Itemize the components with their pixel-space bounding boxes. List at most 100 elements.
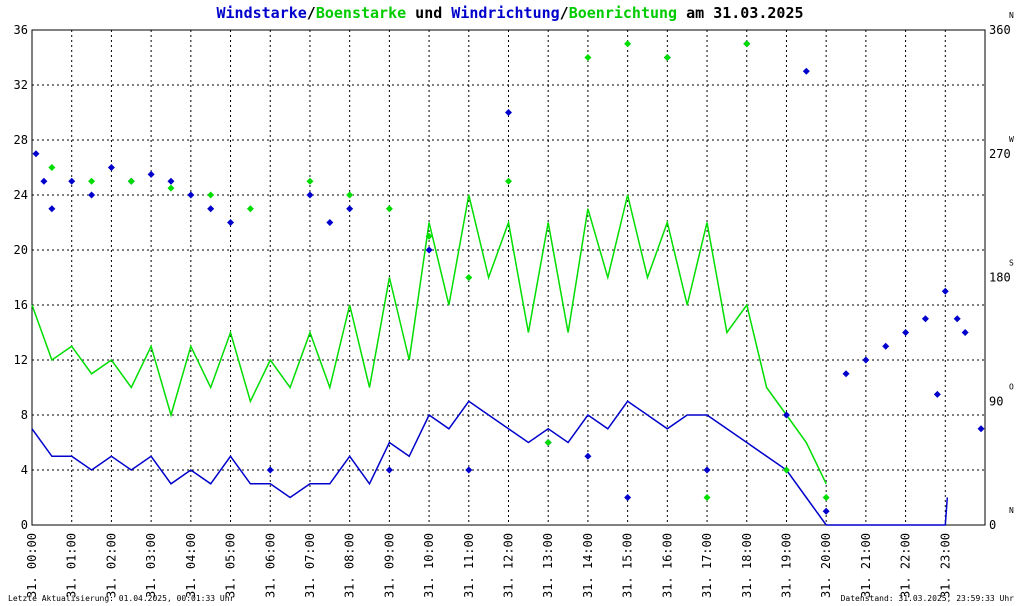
series-point-boenrichtung	[306, 177, 314, 185]
compass-label: W	[1009, 135, 1014, 144]
series-point-boenrichtung	[822, 494, 830, 501]
series-point-windrichtung	[953, 315, 961, 323]
series-point-boenrichtung	[703, 494, 711, 501]
series-point-boenrichtung	[48, 164, 56, 171]
x-tick-label: 31. 22:00	[899, 533, 913, 598]
x-tick-label: 31. 14:00	[581, 533, 595, 598]
series-point-windrichtung	[147, 170, 155, 178]
title-part-0: Windstarke	[216, 4, 306, 22]
compass-label: N	[1009, 11, 1014, 20]
x-axis: 31. 00:00 31. 01:00 31. 02:00 31. 03:00 31. …	[25, 533, 952, 598]
series-point-windrichtung	[207, 205, 215, 213]
series-point-boenrichtung	[385, 205, 393, 213]
series-point-boenrichtung	[127, 177, 135, 185]
x-tick-label: 31. 06:00	[263, 533, 277, 598]
series-point-boenrichtung	[167, 184, 175, 192]
compass-label: S	[1009, 259, 1014, 268]
title-part-4: Windrichtung	[451, 4, 559, 22]
series-point-windrichtung	[505, 109, 512, 116]
series-point-boenrichtung	[465, 274, 473, 281]
series-point-windrichtung	[822, 507, 830, 515]
series-point-windrichtung	[187, 191, 195, 199]
series-point-windrichtung	[425, 246, 433, 254]
x-tick-label: 31. 23:00	[938, 533, 952, 598]
x-tick-label: 31. 15:00	[621, 533, 635, 598]
series-point-boenrichtung	[544, 439, 552, 446]
series-point-windrichtung	[88, 191, 96, 199]
title-part-2: Boenstarke	[316, 4, 406, 22]
footer-left: Letzte Aktualisierung: 01.04.2025, 00:01…	[8, 594, 235, 603]
title-part-3: und	[406, 4, 451, 22]
x-tick-label: 31. 02:00	[104, 533, 118, 598]
x-tick-label: 31. 21:00	[859, 533, 873, 598]
x-tick-label: 31. 20:00	[819, 533, 833, 598]
series-point-windrichtung	[977, 425, 985, 433]
y-left-tick-label: 8	[21, 408, 28, 422]
series-point-windrichtung	[107, 164, 115, 171]
y-right-tick-label: 180	[989, 271, 1011, 285]
x-tick-label: 31. 17:00	[700, 533, 714, 598]
series-point-boenrichtung	[207, 191, 215, 199]
series-line-windstarke	[31, 400, 949, 526]
series-point-windrichtung	[385, 466, 393, 474]
series-point-windrichtung	[782, 411, 790, 419]
series-point-windrichtung	[921, 315, 929, 323]
x-tick-label: 31. 19:00	[779, 533, 793, 598]
title-part-7: am 31.03.2025	[677, 4, 803, 22]
x-tick-label: 31. 16:00	[660, 533, 674, 598]
series-point-windrichtung	[862, 356, 870, 364]
series-point-boenrichtung	[743, 40, 751, 48]
series-point-boenrichtung	[663, 54, 671, 61]
compass-label: O	[1009, 382, 1014, 391]
title-part-6: Boenrichtung	[569, 4, 677, 22]
x-tick-label: 31. 05:00	[224, 533, 238, 598]
series-point-boenrichtung	[246, 205, 254, 213]
series-point-windrichtung	[703, 466, 711, 474]
x-tick-label: 31. 13:00	[541, 533, 555, 598]
x-tick-label: 31. 11:00	[462, 533, 476, 598]
x-tick-label: 31. 07:00	[303, 533, 317, 598]
series-point-windrichtung	[933, 390, 941, 398]
y-right-tick-label: 270	[989, 147, 1011, 161]
series-point-windrichtung	[802, 67, 810, 75]
y-left-tick-label: 12	[14, 353, 28, 367]
series-point-windrichtung	[882, 342, 890, 350]
series-point-windrichtung	[842, 370, 850, 378]
y-left-tick-label: 0	[21, 518, 28, 532]
y-axis-left: 0 4 8 12 16 20 24 28 32 36	[14, 23, 28, 532]
series-point-windrichtung	[961, 329, 969, 336]
series-point-windrichtung	[346, 205, 354, 213]
x-tick-label: 31. 09:00	[382, 533, 396, 598]
series-point-windrichtung	[624, 494, 632, 501]
x-tick-label: 31. 03:00	[144, 533, 158, 598]
series-point-boenrichtung	[505, 177, 512, 185]
series-point-windrichtung	[465, 466, 473, 474]
footer-right: Datenstand: 31.03.2025, 23:59:33 Uhr	[841, 594, 1015, 603]
series-point-boenrichtung	[346, 191, 354, 199]
series-layer	[31, 40, 985, 526]
series-point-windrichtung	[266, 466, 274, 474]
x-tick-label: 31. 10:00	[422, 533, 436, 598]
y-right-tick-label: 90	[989, 394, 1003, 408]
x-tick-label: 31. 18:00	[740, 533, 754, 598]
series-point-windrichtung	[306, 191, 314, 199]
title-part-5: /	[560, 4, 569, 22]
x-tick-label: 31. 12:00	[502, 533, 516, 598]
series-point-boenrichtung	[425, 232, 433, 240]
chart-title: Windstarke/Boenstarke und Windrichtung/B…	[216, 4, 803, 22]
series-point-windrichtung	[48, 205, 56, 213]
x-tick-label: 31. 08:00	[343, 533, 357, 598]
series-point-boenrichtung	[584, 54, 592, 61]
y-left-tick-label: 32	[14, 78, 28, 92]
x-tick-label: 31. 01:00	[65, 533, 79, 598]
compass-label: N	[1009, 506, 1014, 515]
y-right-tick-label: 0	[989, 518, 996, 532]
series-point-windrichtung	[32, 150, 40, 158]
series-point-windrichtung	[902, 329, 910, 336]
y-axis-right: 0 90 180 270 360 N O S W N	[989, 11, 1014, 532]
y-right-tick-label: 360	[989, 23, 1011, 37]
series-point-windrichtung	[326, 219, 334, 226]
y-left-tick-label: 16	[14, 298, 28, 312]
series-point-windrichtung	[68, 177, 76, 185]
